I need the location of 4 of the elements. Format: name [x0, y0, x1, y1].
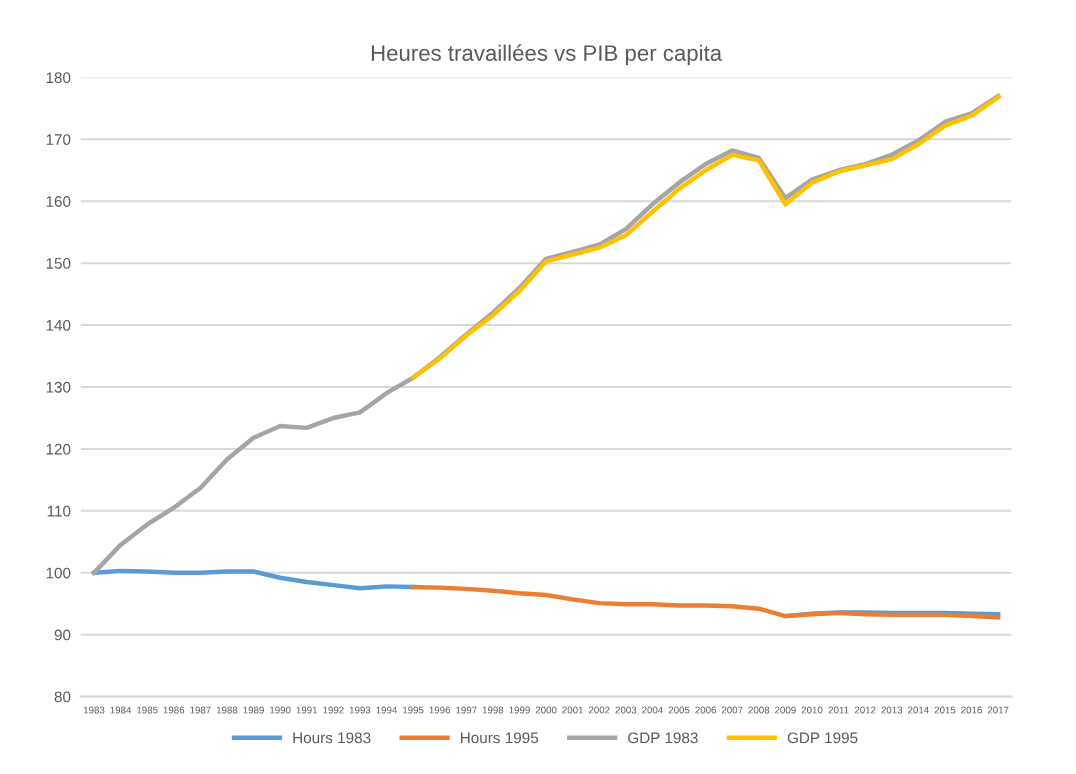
chart-title: Heures travaillées vs PIB per capita: [371, 44, 723, 66]
line-series: [410, 94, 1001, 380]
line-series: [410, 584, 1001, 620]
line-series: [91, 93, 1001, 575]
